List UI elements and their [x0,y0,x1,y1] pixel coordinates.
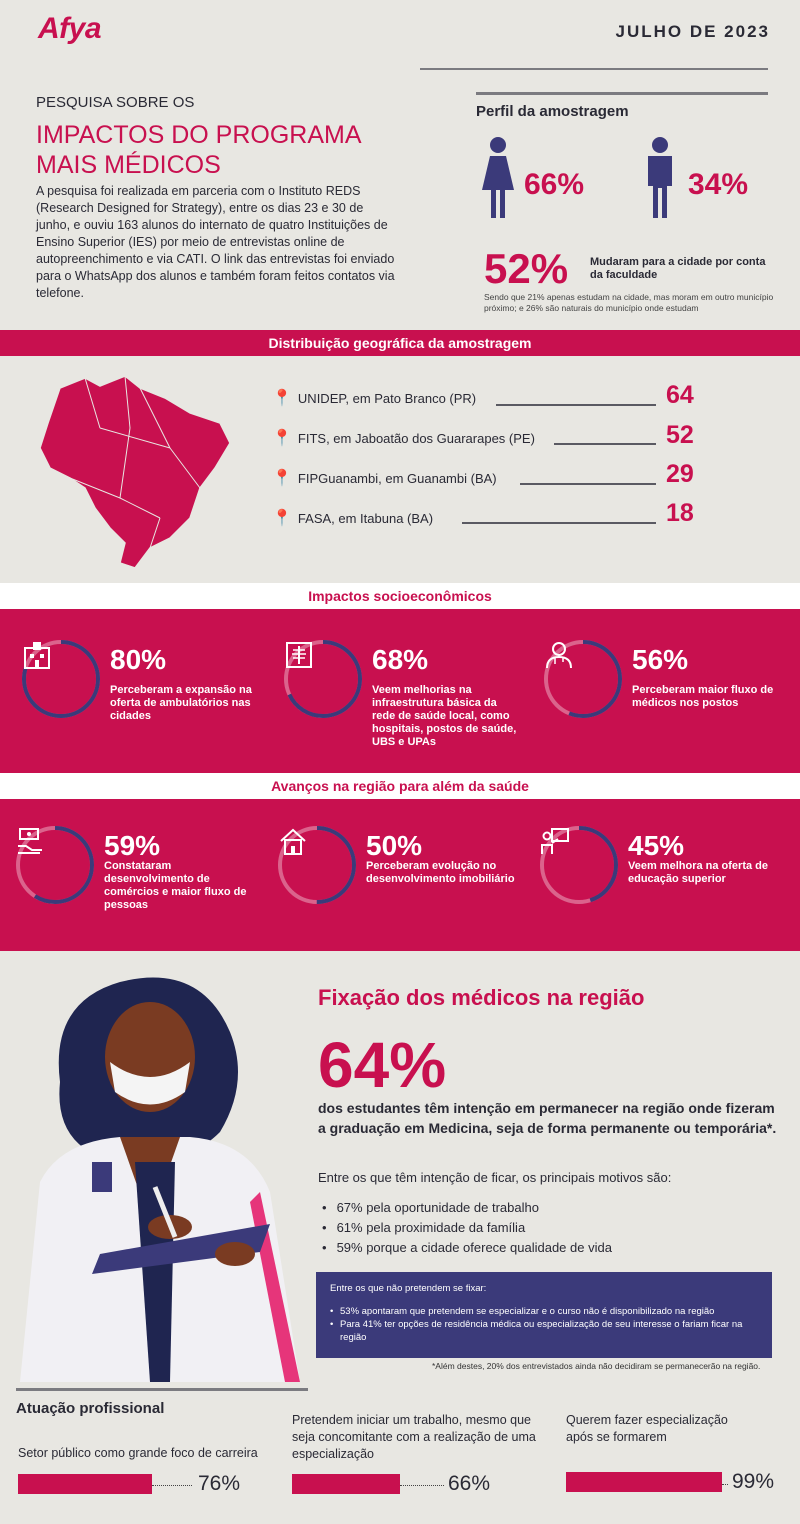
list-item: 59% porque a cidade oferece qualidade de… [322,1238,612,1258]
page-title: IMPACTOS DO PROGRAMA MAIS MÉDICOS [36,121,361,179]
geo-leader [554,443,656,445]
location-pin-icon: 📍 [272,390,292,407]
fixacao-pct: 64% [318,1029,447,1101]
stat-pct: 59% [104,830,161,861]
stat-text: Perceberam evolução no desenvolvimento i… [366,860,515,885]
avancos-section-title: Avanços na região para além da saúde [0,773,800,799]
atuacao-bar [566,1472,722,1492]
female-pct: 66% [524,168,585,201]
stat-pct: 56% [632,644,689,675]
intro-paragraph: A pesquisa foi realizada em parceria com… [36,184,395,300]
reasons-list: 67% pela oportunidade de trabalho 61% pe… [322,1198,612,1258]
doctor-icon [546,642,572,669]
geo-label: UNIDEP, em Pato Branco (PR) [297,390,477,406]
geo-value: 64 [666,381,694,409]
progress-ring [540,826,618,904]
progress-arc [540,826,618,904]
non-stay-box: Entre os que não pretendem se fixar: 53%… [316,1272,772,1358]
report-date: JULHO DE 2023 [615,22,770,41]
male-pct: 34% [688,168,749,201]
stat-pct: 50% [366,830,423,861]
atuacao-leader [152,1485,192,1486]
progress-ring [284,640,362,718]
progress-arc [544,640,622,718]
socio-panel [0,609,800,773]
atuacao-pct: 99% [732,1470,775,1493]
progress-ring [22,640,100,718]
perfil-title: Perfil da amostragem [476,103,629,120]
progress-arc [16,826,94,904]
pre-title: PESQUISA SOBRE OS [36,94,195,111]
hospital-icon [24,642,50,669]
list-item: 67% pela oportunidade de trabalho [322,1198,612,1218]
stat-text: Perceberam a expansão na oferta de ambul… [110,684,252,722]
non-stay-title: Entre os que não pretendem se fixar: [330,1283,487,1294]
moved-pct: 52% [484,245,569,292]
atuacao-label: Setor público como grande foco de carrei… [18,1446,258,1460]
progress-arc [22,640,100,718]
stat-pct: 68% [372,644,429,675]
fixacao-title: Fixação dos médicos na região [318,985,645,1010]
moved-subtext: Sendo que 21% apenas estudam na cidade, … [484,292,774,313]
geo-item: 📍 UNIDEP, em Pato Branco (PR) [272,388,476,408]
afya-logo: Afya [38,12,102,45]
atuacao-bar [292,1474,400,1494]
socio-section-title: Impactos socioeconômicos [0,583,800,609]
atuacao-label: Pretendem iniciar um trabalho, mesmo que… [292,1413,536,1461]
geo-label: FITS, em Jaboatão dos Guararapes (PE) [297,430,535,446]
header-divider [420,68,768,70]
perfil-divider [476,92,768,95]
geo-value: 18 [666,499,694,527]
atuacao-pct: 76% [198,1472,241,1495]
geo-leader [496,404,656,406]
stat-text: Constataram desenvolvimento de comércios… [104,860,247,911]
progress-ring [544,640,622,718]
female-icon [482,137,514,218]
money-hand-icon [18,828,42,854]
progress-arc [278,826,356,904]
geo-item: 📍 FASA, em Itabuna (BA) [272,508,433,528]
fixacao-description: dos estudantes têm intenção em permanece… [318,1100,777,1136]
geo-value: 29 [666,460,694,488]
list-item: 53% apontaram que pretendem se especiali… [330,1305,758,1318]
stat-text: Perceberam maior fluxo de médicos nos po… [632,684,774,709]
footnote: *Além destes, 20% dos entrevistados aind… [432,1361,761,1371]
atuacao-title: Atuação profissional [16,1400,165,1417]
progress-arc [284,640,362,718]
atuacao-leader [400,1485,444,1486]
geo-item: 📍 FITS, em Jaboatão dos Guararapes (PE) [272,428,535,448]
male-icon [648,137,672,218]
xray-icon [286,642,312,668]
geo-value: 52 [666,421,694,449]
location-pin-icon: 📍 [272,430,292,447]
geo-leader [462,522,656,524]
geo-leader [520,483,656,485]
location-pin-icon: 📍 [272,510,292,527]
geo-item: 📍 FIPGuanambi, em Guanambi (BA) [272,468,497,488]
list-item: 61% pela proximidade da família [322,1218,612,1238]
atuacao-leader [722,1484,728,1485]
teacher-icon [541,828,569,854]
stat-pct: 45% [628,830,685,861]
atuacao-pct: 66% [448,1472,491,1495]
stat-text: Veem melhora na oferta de educação super… [628,860,768,885]
atuacao-divider [16,1388,308,1391]
list-item: Para 41% ter opções de residência médica… [330,1318,758,1344]
location-pin-icon: 📍 [272,470,292,487]
fixacao-intro: Entre os que têm intenção de ficar, os p… [318,1170,672,1185]
atuacao-bar [18,1474,152,1494]
doctor-illustration [20,977,300,1382]
geo-label: FASA, em Itabuna (BA) [297,510,434,526]
brazil-map-icon [39,375,231,569]
stat-text: Veem melhorias na infraestrutura básica … [372,684,517,748]
stat-pct: 80% [110,644,167,675]
moved-text: Mudaram para a cidade por conta da facul… [590,256,766,281]
avancos-panel [0,799,800,951]
geo-label: FIPGuanambi, em Guanambi (BA) [297,470,497,486]
atuacao-label: Querem fazer especialização após se form… [566,1413,728,1444]
house-icon [280,828,306,855]
progress-ring [278,826,356,904]
geo-section-title: Distribuição geográfica da amostragem [0,330,800,356]
progress-ring [16,826,94,904]
